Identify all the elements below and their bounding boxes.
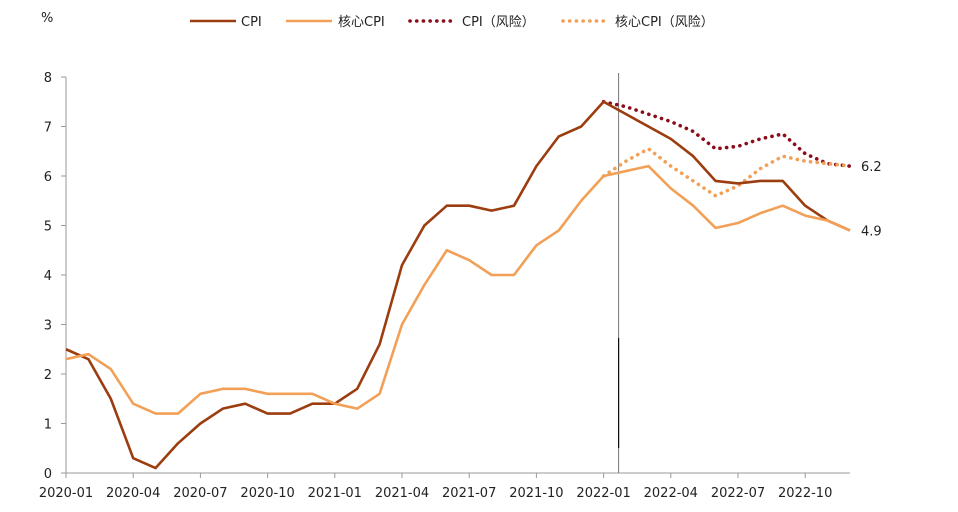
x-tick-label: 2021-04: [375, 486, 429, 501]
series-line-1: [65, 164, 851, 415]
x-tick-label: 2022-01: [576, 486, 630, 501]
y-tick-label: 6: [44, 170, 52, 185]
axes-group: 0 1 2 3 4 5 6 7 8% 2020-01 2020-04 2020-07 2020-10 20…: [39, 11, 850, 501]
y-tick-label: 2: [44, 368, 52, 383]
legend-label-3: 核心CPI（风险）: [615, 15, 714, 30]
legend-label-0: CPI: [241, 15, 262, 30]
end-value-label-1: 4.9: [861, 224, 882, 239]
series-line-0: [65, 100, 851, 470]
y-tick-label: 0: [44, 467, 52, 482]
y-tick-label: 8: [44, 71, 52, 86]
x-tick-label: 2020-10: [240, 486, 294, 501]
x-tick-label: 2020-04: [106, 486, 160, 501]
x-tick-label: 2022-07: [711, 486, 765, 501]
y-tick-label: 7: [44, 121, 52, 136]
y-axis-unit-label: %: [41, 11, 53, 26]
series-line-2: [601, 99, 852, 168]
x-tick-label: 2020-07: [173, 486, 227, 501]
end-value-label-0: 6.2: [861, 160, 882, 175]
series-line-3: [601, 146, 852, 198]
x-tick-label: 2021-10: [509, 486, 563, 501]
y-tick-label: 3: [44, 319, 52, 334]
x-tick-label: 2021-01: [308, 486, 362, 501]
legend-label-1: 核心CPI: [338, 15, 385, 30]
series-group: [65, 99, 852, 470]
labels-group: 6.2 4.9: [861, 160, 882, 239]
x-tick-label: 2021-07: [442, 486, 496, 501]
legend-label-2: CPI（风险）: [462, 15, 535, 30]
x-tick-label: 2022-10: [778, 486, 832, 501]
x-tick-label: 2022-04: [644, 486, 698, 501]
x-tick-label: 2020-01: [39, 486, 93, 501]
y-tick-label: 1: [44, 418, 52, 433]
y-tick-label: 5: [44, 220, 52, 235]
legend-group: CPI 核心CPI CPI（风险） 核心CPI（风险）: [190, 15, 714, 30]
y-tick-label: 4: [44, 269, 52, 284]
